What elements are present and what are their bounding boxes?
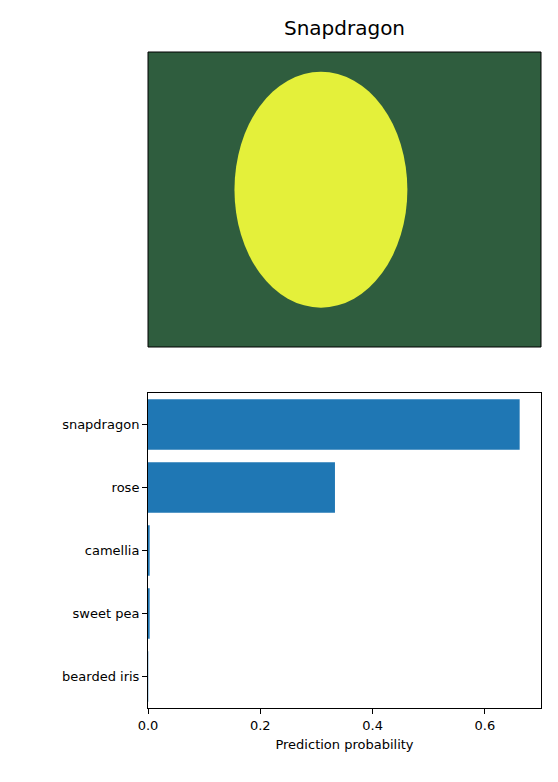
svg-text:0.0: 0.0 bbox=[138, 718, 159, 733]
svg-text:0.4: 0.4 bbox=[362, 718, 383, 733]
svg-text:sweet pea: sweet pea bbox=[73, 606, 140, 621]
svg-text:snapdragon: snapdragon bbox=[62, 417, 139, 432]
svg-text:Snapdragon: Snapdragon bbox=[284, 16, 405, 40]
svg-text:0.6: 0.6 bbox=[475, 718, 496, 733]
svg-text:bearded iris: bearded iris bbox=[62, 669, 140, 684]
svg-text:0.2: 0.2 bbox=[250, 718, 271, 733]
svg-text:camellia: camellia bbox=[85, 543, 140, 558]
svg-text:rose: rose bbox=[112, 480, 140, 495]
svg-text:Prediction probability: Prediction probability bbox=[275, 737, 413, 752]
